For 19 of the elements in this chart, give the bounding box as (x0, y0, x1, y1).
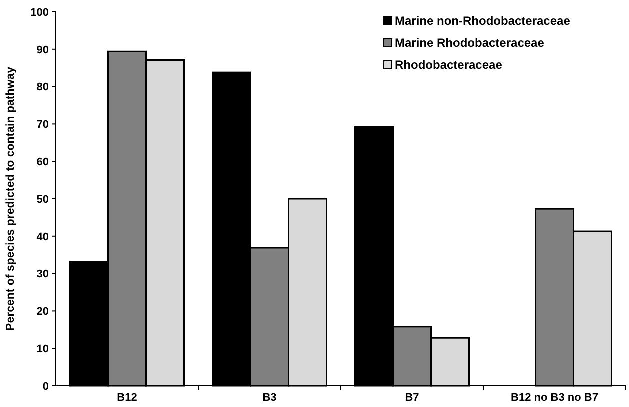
legend-label: Rhodobacteraceae (395, 58, 503, 72)
x-tick-label: B3 (262, 392, 277, 404)
x-tick-label: B12 (117, 392, 138, 404)
y-tick-label: 90 (36, 44, 49, 56)
y-tick-label: 70 (36, 119, 49, 132)
legend-label: Marine non-Rhodobacteraceae (395, 14, 571, 28)
y-axis-title: Percent of species predicted to contain pathway (5, 66, 17, 331)
y-tick-label: 10 (36, 343, 49, 356)
y-tick-label: 60 (36, 156, 49, 168)
y-tick-label: 20 (36, 306, 49, 318)
x-tick-label: B12 no B3 no B7 (511, 392, 598, 404)
y-tick-label: 0 (42, 380, 49, 393)
y-tick-label: 100 (30, 6, 49, 19)
y-tick-label: 30 (36, 268, 49, 281)
y-tick-label: 40 (36, 231, 49, 244)
y-tick-label: 80 (36, 82, 49, 94)
y-tick-label: 50 (36, 194, 49, 206)
x-tick-label: B7 (405, 392, 420, 404)
legend-label: Marine Rhodobacteraceae (395, 36, 545, 50)
